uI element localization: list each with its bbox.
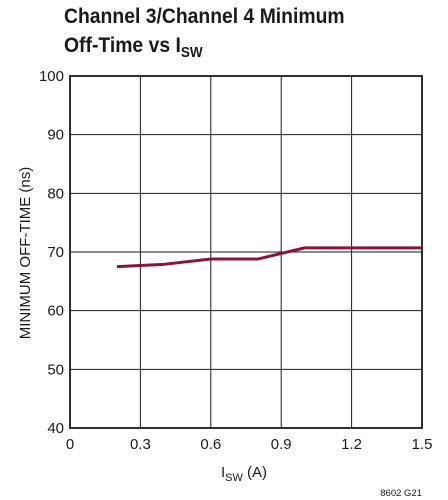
x-tick-label: 0 xyxy=(66,436,74,453)
y-tick-label: 50 xyxy=(47,361,64,378)
chart-title-line1: Channel 3/Channel 4 Minimum xyxy=(64,4,345,28)
grid-lines xyxy=(69,75,423,429)
y-tick-labels: 40 50 60 70 80 90 100 xyxy=(39,68,64,437)
y-tick-label: 70 xyxy=(47,244,64,261)
y-axis-label: MINIMUM OFF-TIME (ns) xyxy=(17,167,34,339)
x-tick-label: 0.3 xyxy=(130,436,151,453)
x-tick-label: 0.6 xyxy=(200,436,221,453)
series-group xyxy=(116,246,422,269)
y-tick-label: 60 xyxy=(47,303,64,320)
x-tick-label: 1.2 xyxy=(341,436,362,453)
y-tick-label: 80 xyxy=(47,185,64,202)
chart-title: Channel 3/Channel 4 Minimum Off-Time vs … xyxy=(64,2,345,60)
x-tick-labels: 0 0.3 0.6 0.9 1.2 1.5 xyxy=(66,436,433,453)
x-axis-label-sub: SW xyxy=(225,472,243,484)
x-axis-label-main: I xyxy=(221,464,225,481)
y-tick-label: 90 xyxy=(47,127,64,144)
plot-frame xyxy=(69,75,423,429)
y-tick-label: 40 xyxy=(47,420,64,437)
chart-title-line2-main: Off-Time vs I xyxy=(64,33,181,57)
x-tick-label: 0.9 xyxy=(271,436,292,453)
figure-id: 8602 G21 xyxy=(380,488,422,499)
x-axis-label-unit: (A) xyxy=(243,464,267,481)
x-axis-label: ISW (A) xyxy=(221,464,267,484)
series-line xyxy=(116,246,422,269)
x-tick-label: 1.5 xyxy=(412,436,433,453)
chart-title-line2: Off-Time vs ISW xyxy=(64,31,345,60)
chart-title-line2-sub: SW xyxy=(180,44,203,61)
y-tick-label: 100 xyxy=(39,68,64,85)
